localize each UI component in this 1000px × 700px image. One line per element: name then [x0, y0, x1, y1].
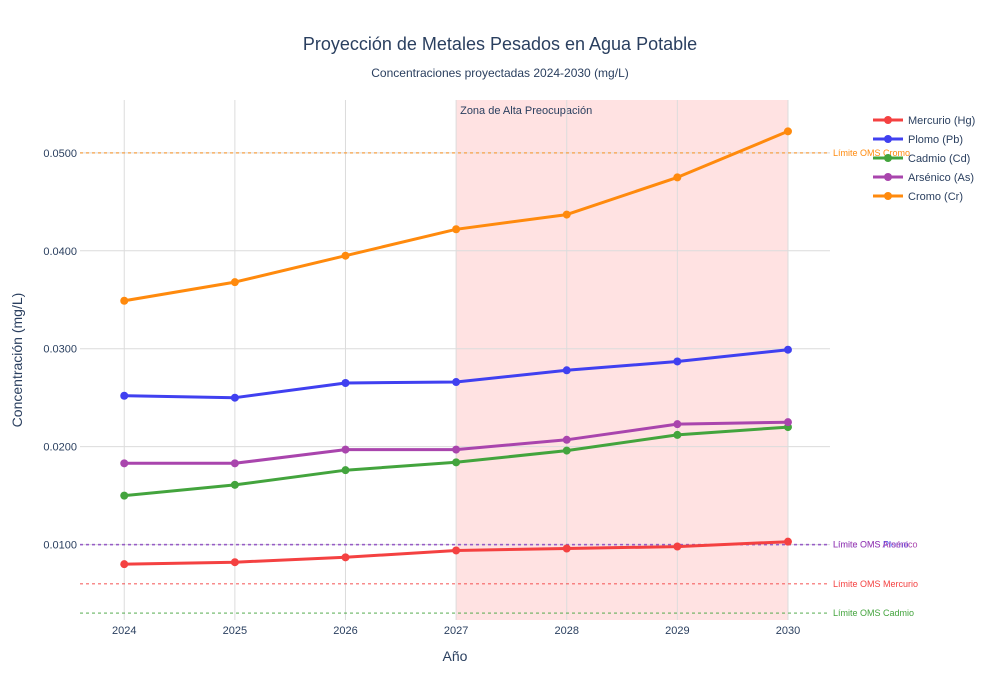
data-point [783, 418, 792, 427]
data-point [230, 459, 239, 468]
y-tick-label: 0.0200 [43, 442, 77, 454]
data-point [120, 296, 129, 305]
axis-layer: 2024 2025 2026 2027 2028 2029 2030 0.0100 0.0200… [43, 148, 800, 637]
legend-item: Arsénico (As) [873, 172, 974, 184]
data-point [783, 127, 792, 136]
data-point [673, 430, 682, 439]
data-point [120, 459, 129, 468]
data-point [341, 445, 350, 454]
y-tick-label: 0.0100 [43, 540, 77, 552]
x-tick-label: 2024 [112, 625, 136, 637]
legend-item: Cromo (Cr) [873, 191, 963, 203]
data-point [230, 558, 239, 567]
data-point [673, 420, 682, 429]
legend-swatch-marker [884, 135, 892, 143]
data-point [452, 546, 461, 555]
data-point [783, 537, 792, 546]
data-point [673, 357, 682, 366]
data-point [783, 345, 792, 354]
data-point [452, 445, 461, 454]
data-point [341, 251, 350, 260]
legend-label: Plomo (Pb) [908, 134, 963, 146]
highlight-zone-layer: Zona de Alta Preocupación [456, 100, 788, 620]
data-point [230, 278, 239, 287]
legend[interactable]: Mercurio (Hg) Plomo (Pb) Cadmio (Cd) Arséni… [873, 115, 975, 203]
series-3 [120, 423, 792, 500]
x-tick-label: 2025 [223, 625, 247, 637]
legend-item: Mercurio (Hg) [873, 115, 975, 127]
series-layer [120, 127, 792, 569]
y-tick-label: 0.0500 [43, 148, 77, 160]
threshold-label: Límite OMS Plomo [833, 540, 909, 550]
x-tick-label: 2026 [333, 625, 357, 637]
x-tick-label: 2027 [444, 625, 468, 637]
legend-label: Cadmio (Cd) [908, 153, 970, 165]
data-point [341, 379, 350, 388]
threshold-label: Límite OMS Arsénico [833, 540, 918, 550]
legend-label: Arsénico (As) [908, 172, 974, 184]
legend-swatch-marker [884, 173, 892, 181]
data-point [120, 391, 129, 400]
threshold-label: Límite OMS Cadmio [833, 608, 914, 618]
data-point [562, 544, 571, 553]
y-axis-title: Concentración (mg/L) [9, 293, 25, 428]
data-point [562, 366, 571, 375]
legend-label: Cromo (Cr) [908, 191, 963, 203]
legend-label: Mercurio (Hg) [908, 115, 975, 127]
data-point [452, 458, 461, 467]
chart-subtitle: Concentraciones proyectadas 2024-2030 (m… [371, 66, 628, 80]
y-tick-label: 0.0400 [43, 246, 77, 258]
highlight-zone [456, 100, 788, 620]
x-tick-label: 2030 [776, 625, 800, 637]
legend-swatch-marker [884, 116, 892, 124]
data-point [341, 466, 350, 475]
data-point [562, 435, 571, 444]
data-point [452, 378, 461, 387]
y-tick-label: 0.0300 [43, 344, 77, 356]
legend-item: Cadmio (Cd) [873, 153, 970, 165]
x-axis-title: Año [443, 648, 468, 664]
data-point [120, 491, 129, 500]
highlight-zone-label: Zona de Alta Preocupación [460, 105, 592, 117]
data-point [673, 542, 682, 551]
threshold-label: Límite OMS Cromo [833, 148, 910, 158]
chart-title: Proyección de Metales Pesados en Agua Po… [303, 34, 697, 54]
data-point [120, 560, 129, 569]
threshold-label: Límite OMS Mercurio [833, 579, 918, 589]
x-tick-label: 2028 [554, 625, 578, 637]
series-5 [120, 127, 792, 305]
data-point [452, 225, 461, 234]
series-2 [120, 345, 792, 402]
legend-swatch-marker [884, 154, 892, 162]
data-point [230, 393, 239, 402]
data-point [673, 173, 682, 182]
x-tick-label: 2029 [665, 625, 689, 637]
series-1 [120, 537, 792, 569]
legend-item: Plomo (Pb) [873, 134, 963, 146]
legend-swatch-marker [884, 192, 892, 200]
data-point [341, 553, 350, 562]
data-point [562, 446, 571, 455]
data-point [230, 480, 239, 489]
data-point [562, 210, 571, 219]
series-4 [120, 418, 792, 468]
